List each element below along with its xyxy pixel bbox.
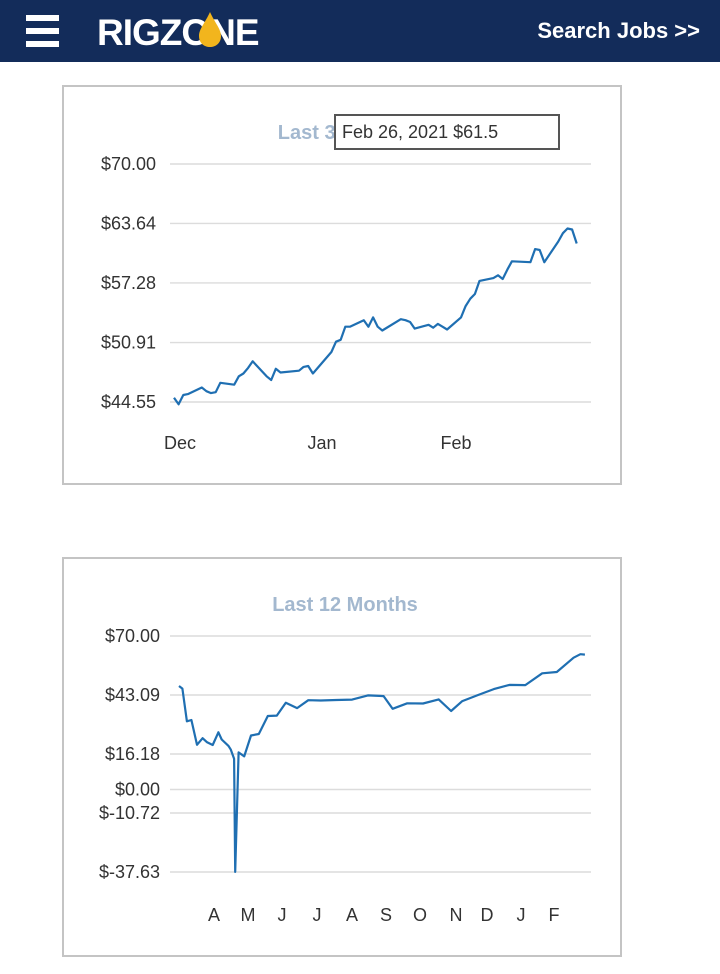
x-tick-label: M bbox=[241, 905, 256, 925]
chart-card-3-months: Last 3 Months$70.00$63.64$57.28$50.91$44… bbox=[62, 85, 622, 485]
y-tick-label: $43.09 bbox=[105, 685, 160, 705]
chart-title: Last 12 Months bbox=[272, 594, 418, 616]
x-tick-label: Dec bbox=[164, 433, 196, 453]
hamburger-menu-icon[interactable] bbox=[26, 15, 59, 47]
top-navigation-bar: RIGZONE Search Jobs >> bbox=[0, 0, 720, 62]
x-tick-label: F bbox=[549, 905, 560, 925]
y-tick-label: $0.00 bbox=[115, 779, 160, 799]
x-tick-label: Jan bbox=[307, 433, 336, 453]
x-tick-label: A bbox=[208, 905, 220, 925]
y-tick-label: $70.00 bbox=[105, 626, 160, 646]
x-tick-label: O bbox=[413, 905, 427, 925]
search-jobs-link[interactable]: Search Jobs >> bbox=[537, 18, 700, 43]
x-tick-label: D bbox=[481, 905, 494, 925]
x-tick-label: J bbox=[313, 905, 322, 925]
x-tick-label: S bbox=[380, 905, 392, 925]
chart-tooltip: Feb 26, 2021 $61.5 bbox=[334, 114, 560, 150]
price-line bbox=[173, 227, 578, 406]
x-tick-label: A bbox=[346, 905, 358, 925]
price-line bbox=[178, 653, 585, 873]
y-tick-label: $57.28 bbox=[101, 273, 156, 293]
y-tick-label: $16.18 bbox=[105, 744, 160, 764]
chart-card-12-months: Last 12 Months $70.00 $43.09 $16.18 $0.00 $-1… bbox=[62, 557, 622, 957]
rigzone-logo[interactable]: RIGZONE bbox=[97, 9, 287, 53]
x-tick-label: J bbox=[278, 905, 287, 925]
x-tick-label: N bbox=[450, 905, 463, 925]
logo-text: RIGZONE bbox=[97, 12, 259, 53]
x-tick-label: J bbox=[517, 905, 526, 925]
logo-drop-icon bbox=[199, 12, 221, 47]
y-tick-label: $44.55 bbox=[101, 392, 156, 412]
y-tick-label: $50.91 bbox=[101, 333, 156, 353]
y-tick-label: $63.64 bbox=[101, 213, 156, 233]
y-tick-label: $70.00 bbox=[101, 154, 156, 174]
y-tick-label: $-37.63 bbox=[99, 862, 160, 882]
chart-12-months[interactable]: Last 12 Months $70.00 $43.09 $16.18 $0.00 $-1… bbox=[64, 559, 620, 955]
y-tick-label: $-10.72 bbox=[99, 803, 160, 823]
x-tick-label: Feb bbox=[440, 433, 471, 453]
